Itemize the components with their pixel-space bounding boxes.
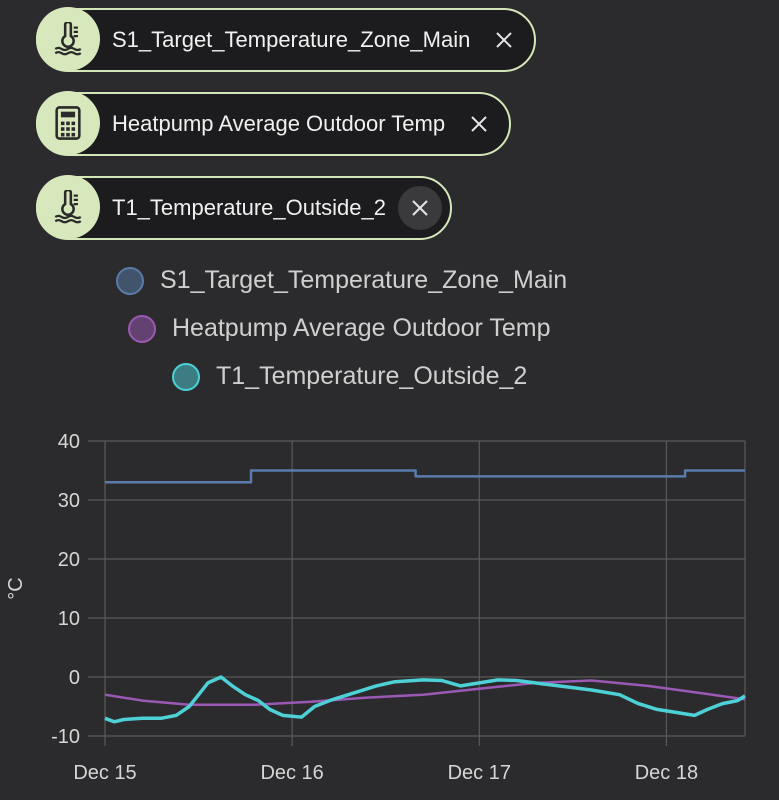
remove-entity-button[interactable]	[457, 102, 501, 146]
y-tick-label: -10	[51, 726, 80, 748]
x-tick-label: Dec 15	[73, 762, 136, 784]
legend-item-t1-outside[interactable]: T1_Temperature_Outside_2	[172, 362, 527, 391]
entity-chip-s1-target[interactable]: S1_Target_Temperature_Zone_Main	[36, 7, 537, 72]
close-icon	[471, 116, 487, 132]
entity-chip-label: Heatpump Average Outdoor Temp	[112, 111, 446, 136]
thermometer-water-icon	[36, 7, 100, 71]
y-tick-label: 30	[58, 490, 80, 512]
calculator-icon	[36, 91, 100, 155]
entity-chip-t1-outside[interactable]: T1_Temperature_Outside_2	[36, 175, 452, 240]
remove-entity-button[interactable]	[397, 186, 442, 230]
legend-label: S1_Target_Temperature_Zone_Main	[160, 266, 568, 294]
y-axis-title: °C	[5, 577, 27, 599]
y-tick-label: 0	[69, 667, 80, 689]
legend-swatch	[128, 314, 156, 343]
remove-entity-button[interactable]	[482, 18, 526, 62]
close-icon	[412, 200, 428, 216]
legend-item-heatpump-avg[interactable]: Heatpump Average Outdoor Temp	[128, 314, 550, 343]
x-tick-label: Dec 18	[635, 762, 698, 784]
legend-label: Heatpump Average Outdoor Temp	[172, 314, 551, 342]
y-tick-label: 10	[58, 608, 80, 630]
entity-chip-heatpump-avg[interactable]: Heatpump Average Outdoor Temp	[36, 91, 512, 156]
close-icon	[496, 32, 513, 48]
legend-swatch	[172, 362, 200, 391]
y-tick-label: 20	[58, 549, 80, 571]
x-tick-label: Dec 16	[260, 762, 323, 784]
legend-item-s1-target[interactable]: S1_Target_Temperature_Zone_Main	[116, 266, 567, 295]
history-line-chart[interactable]: 40 30 20 10 0 -10 Dec 15 Dec 16 Dec 17 Dec 18 °C	[0, 420, 779, 800]
x-tick-label: Dec 17	[448, 762, 511, 784]
y-tick-label: 40	[58, 431, 80, 453]
legend-swatch	[116, 266, 144, 295]
thermometer-water-icon	[36, 175, 100, 239]
series-line-3	[104, 675, 746, 724]
entity-chip-label: T1_Temperature_Outside_2	[112, 195, 386, 220]
series-line-1	[105, 469, 745, 484]
entity-chip-label: S1_Target_Temperature_Zone_Main	[112, 27, 471, 52]
legend-label: T1_Temperature_Outside_2	[216, 362, 528, 390]
